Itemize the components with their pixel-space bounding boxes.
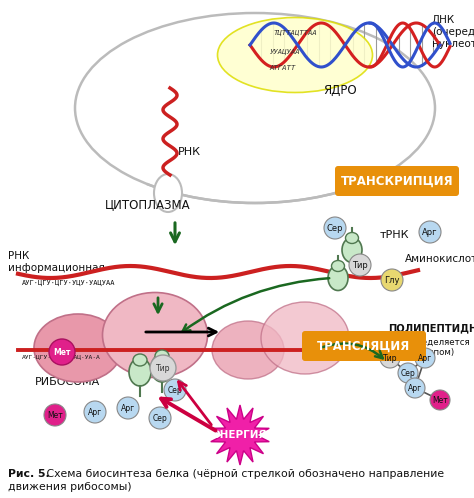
Text: тРНК: тРНК (380, 230, 410, 240)
Text: РНК
информационная: РНК информационная (8, 251, 105, 273)
Text: ПОЛИПЕПТИДНАЯ
ЦЕПЬ: ПОЛИПЕПТИДНАЯ ЦЕПЬ (388, 323, 474, 345)
Text: Арг: Арг (88, 407, 102, 416)
Text: Тир: Тир (390, 348, 406, 357)
Text: Тир: Тир (352, 260, 368, 269)
Text: Мет: Мет (53, 348, 71, 357)
Ellipse shape (331, 260, 345, 271)
Text: ТРАНСКРИПЦИЯ: ТРАНСКРИПЦИЯ (341, 174, 453, 188)
Circle shape (380, 348, 400, 368)
Polygon shape (211, 405, 269, 465)
Text: (определяется
генотипом): (определяется генотипом) (402, 338, 470, 357)
Text: АТГАТТ: АТГАТТ (270, 65, 296, 71)
Circle shape (381, 269, 403, 291)
Text: Арг: Арг (418, 354, 432, 363)
FancyBboxPatch shape (335, 166, 459, 196)
Circle shape (349, 254, 371, 276)
Text: Тир: Тир (156, 364, 170, 373)
Circle shape (419, 221, 441, 243)
Text: ЭНЕРГИЯ: ЭНЕРГИЯ (213, 430, 267, 440)
Text: Мет: Мет (432, 395, 448, 404)
Ellipse shape (133, 354, 147, 366)
Circle shape (398, 363, 418, 383)
Ellipse shape (218, 17, 373, 93)
Text: Сер: Сер (327, 224, 343, 233)
Text: Тир: Тир (383, 354, 397, 363)
FancyBboxPatch shape (302, 331, 426, 361)
Circle shape (405, 378, 425, 398)
Text: ТРАНСЛЯЦИЯ: ТРАНСЛЯЦИЯ (318, 340, 410, 353)
Circle shape (164, 379, 186, 401)
Text: ЯДРО: ЯДРО (323, 84, 357, 97)
Circle shape (44, 404, 66, 426)
Circle shape (430, 390, 450, 410)
Text: Арг: Арг (121, 403, 135, 412)
Ellipse shape (212, 321, 284, 379)
Text: РИБОСОМА: РИБОСОМА (36, 377, 100, 387)
Circle shape (84, 401, 106, 423)
Text: Арг: Арг (422, 228, 438, 237)
Text: Схема биосинтеза белка (чёрной стрелкой обозначено направление: Схема биосинтеза белка (чёрной стрелкой … (43, 469, 444, 479)
Text: Мет: Мет (47, 410, 63, 419)
Text: Арг: Арг (408, 383, 422, 392)
Text: Рис. 5.: Рис. 5. (8, 469, 50, 479)
Text: ТЦТТАЦТТАА: ТЦТТАЦТТАА (273, 30, 317, 36)
Text: Аминокислоты: Аминокислоты (405, 254, 474, 264)
Ellipse shape (346, 233, 358, 244)
Text: Сер: Сер (153, 413, 167, 422)
Circle shape (117, 397, 139, 419)
Text: ЦИТОПЛАЗМА: ЦИТОПЛАЗМА (105, 198, 191, 211)
Text: Глу: Глу (384, 275, 400, 284)
Circle shape (324, 217, 346, 239)
Ellipse shape (151, 354, 173, 382)
Ellipse shape (154, 174, 182, 212)
Text: АУГ·ЦГУ·ХУЦУУ·АЦ·УА·А: АУГ·ЦГУ·ХУЦУУ·АЦ·УА·А (22, 354, 101, 359)
Ellipse shape (34, 314, 122, 382)
Ellipse shape (129, 358, 151, 386)
Ellipse shape (261, 302, 349, 374)
Circle shape (415, 348, 435, 368)
Circle shape (149, 407, 171, 429)
Circle shape (150, 355, 176, 381)
Ellipse shape (342, 238, 362, 262)
Text: движения рибосомы): движения рибосомы) (8, 482, 132, 492)
Text: ДНК
(очередность
нуклеотидов): ДНК (очередность нуклеотидов) (432, 14, 474, 49)
Circle shape (49, 339, 75, 365)
Ellipse shape (155, 350, 169, 362)
Text: РНК: РНК (178, 147, 201, 157)
Ellipse shape (102, 292, 208, 377)
Text: УУАЦУАА: УУАЦУАА (270, 49, 301, 55)
Text: Сер: Сер (168, 385, 182, 394)
Text: АУГ·ЦГУ·ЦГУ·УЦУ·УАЦУАА: АУГ·ЦГУ·ЦГУ·УЦУ·УАЦУАА (22, 280, 116, 286)
Text: Сер: Сер (401, 369, 415, 377)
Ellipse shape (328, 265, 348, 290)
